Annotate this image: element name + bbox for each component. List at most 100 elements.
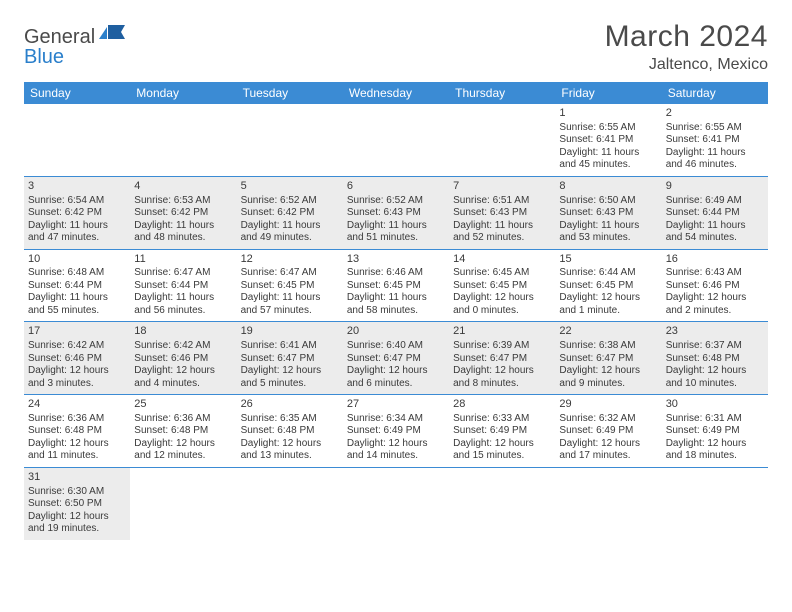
daylight-text: and 14 minutes. — [347, 450, 445, 463]
sunrise-text: Sunrise: 6:51 AM — [453, 195, 551, 208]
calendar-cell — [343, 104, 449, 176]
sunrise-text: Sunrise: 6:55 AM — [559, 122, 657, 135]
calendar-cell: 13Sunrise: 6:46 AMSunset: 6:45 PMDayligh… — [343, 249, 449, 322]
day-header: Monday — [130, 82, 236, 104]
daylight-text: Daylight: 12 hours — [453, 292, 551, 305]
calendar-cell: 12Sunrise: 6:47 AMSunset: 6:45 PMDayligh… — [237, 249, 343, 322]
sunrise-text: Sunrise: 6:47 AM — [134, 267, 232, 280]
calendar-week: 1Sunrise: 6:55 AMSunset: 6:41 PMDaylight… — [24, 104, 768, 176]
calendar-cell: 1Sunrise: 6:55 AMSunset: 6:41 PMDaylight… — [555, 104, 661, 176]
daylight-text: and 47 minutes. — [28, 232, 126, 245]
calendar-cell: 28Sunrise: 6:33 AMSunset: 6:49 PMDayligh… — [449, 395, 555, 468]
sunrise-text: Sunrise: 6:39 AM — [453, 340, 551, 353]
sunset-text: Sunset: 6:43 PM — [347, 207, 445, 220]
sunrise-text: Sunrise: 6:31 AM — [666, 413, 764, 426]
daylight-text: and 15 minutes. — [453, 450, 551, 463]
daylight-text: Daylight: 12 hours — [666, 438, 764, 451]
sunset-text: Sunset: 6:47 PM — [559, 353, 657, 366]
sunset-text: Sunset: 6:41 PM — [666, 134, 764, 147]
day-number: 7 — [453, 180, 551, 194]
daylight-text: Daylight: 12 hours — [559, 438, 657, 451]
calendar-cell: 15Sunrise: 6:44 AMSunset: 6:45 PMDayligh… — [555, 249, 661, 322]
calendar-cell: 27Sunrise: 6:34 AMSunset: 6:49 PMDayligh… — [343, 395, 449, 468]
calendar-cell — [555, 467, 661, 539]
day-number: 24 — [28, 398, 126, 412]
calendar-cell: 18Sunrise: 6:42 AMSunset: 6:46 PMDayligh… — [130, 322, 236, 395]
sunrise-text: Sunrise: 6:30 AM — [28, 486, 126, 499]
day-header: Wednesday — [343, 82, 449, 104]
day-number: 1 — [559, 107, 657, 121]
day-number: 21 — [453, 325, 551, 339]
calendar-cell — [130, 467, 236, 539]
calendar-week: 10Sunrise: 6:48 AMSunset: 6:44 PMDayligh… — [24, 249, 768, 322]
daylight-text: and 9 minutes. — [559, 378, 657, 391]
day-header: Friday — [555, 82, 661, 104]
day-number: 22 — [559, 325, 657, 339]
daylight-text: and 48 minutes. — [134, 232, 232, 245]
daylight-text: and 53 minutes. — [559, 232, 657, 245]
sunset-text: Sunset: 6:47 PM — [241, 353, 339, 366]
calendar-cell: 5Sunrise: 6:52 AMSunset: 6:42 PMDaylight… — [237, 176, 343, 249]
sunset-text: Sunset: 6:41 PM — [559, 134, 657, 147]
sunrise-text: Sunrise: 6:43 AM — [666, 267, 764, 280]
daylight-text: and 52 minutes. — [453, 232, 551, 245]
daylight-text: and 0 minutes. — [453, 305, 551, 318]
title-block: March 2024 Jaltenco, Mexico — [605, 20, 768, 74]
daylight-text: Daylight: 11 hours — [559, 220, 657, 233]
calendar-cell — [237, 467, 343, 539]
sunset-text: Sunset: 6:46 PM — [134, 353, 232, 366]
calendar-table: Sunday Monday Tuesday Wednesday Thursday… — [24, 82, 768, 540]
daylight-text: and 54 minutes. — [666, 232, 764, 245]
calendar-week: 31Sunrise: 6:30 AMSunset: 6:50 PMDayligh… — [24, 467, 768, 539]
logo-flag-icon — [99, 25, 127, 46]
daylight-text: and 55 minutes. — [28, 305, 126, 318]
daylight-text: Daylight: 12 hours — [241, 438, 339, 451]
daylight-text: and 19 minutes. — [28, 523, 126, 536]
sunrise-text: Sunrise: 6:55 AM — [666, 122, 764, 135]
sunset-text: Sunset: 6:48 PM — [666, 353, 764, 366]
day-header-row: Sunday Monday Tuesday Wednesday Thursday… — [24, 82, 768, 104]
day-number: 26 — [241, 398, 339, 412]
day-number: 5 — [241, 180, 339, 194]
sunrise-text: Sunrise: 6:46 AM — [347, 267, 445, 280]
day-number: 16 — [666, 253, 764, 267]
sunrise-text: Sunrise: 6:41 AM — [241, 340, 339, 353]
daylight-text: Daylight: 12 hours — [134, 365, 232, 378]
calendar-cell — [24, 104, 130, 176]
calendar-cell: 2Sunrise: 6:55 AMSunset: 6:41 PMDaylight… — [662, 104, 768, 176]
location-label: Jaltenco, Mexico — [605, 56, 768, 74]
sunrise-text: Sunrise: 6:50 AM — [559, 195, 657, 208]
calendar-cell: 17Sunrise: 6:42 AMSunset: 6:46 PMDayligh… — [24, 322, 130, 395]
calendar-week: 17Sunrise: 6:42 AMSunset: 6:46 PMDayligh… — [24, 322, 768, 395]
calendar-cell — [449, 104, 555, 176]
daylight-text: and 10 minutes. — [666, 378, 764, 391]
sunrise-text: Sunrise: 6:48 AM — [28, 267, 126, 280]
daylight-text: and 12 minutes. — [134, 450, 232, 463]
daylight-text: Daylight: 11 hours — [241, 220, 339, 233]
daylight-text: and 11 minutes. — [28, 450, 126, 463]
sunrise-text: Sunrise: 6:36 AM — [28, 413, 126, 426]
daylight-text: and 57 minutes. — [241, 305, 339, 318]
day-number: 3 — [28, 180, 126, 194]
sunrise-text: Sunrise: 6:33 AM — [453, 413, 551, 426]
calendar-cell — [237, 104, 343, 176]
calendar-cell — [130, 104, 236, 176]
sunset-text: Sunset: 6:46 PM — [666, 280, 764, 293]
sunrise-text: Sunrise: 6:40 AM — [347, 340, 445, 353]
sunrise-text: Sunrise: 6:47 AM — [241, 267, 339, 280]
daylight-text: Daylight: 12 hours — [28, 438, 126, 451]
day-number: 27 — [347, 398, 445, 412]
sunset-text: Sunset: 6:48 PM — [241, 425, 339, 438]
day-number: 13 — [347, 253, 445, 267]
daylight-text: Daylight: 12 hours — [347, 365, 445, 378]
sunrise-text: Sunrise: 6:42 AM — [28, 340, 126, 353]
calendar-cell: 7Sunrise: 6:51 AMSunset: 6:43 PMDaylight… — [449, 176, 555, 249]
calendar-week: 24Sunrise: 6:36 AMSunset: 6:48 PMDayligh… — [24, 395, 768, 468]
sunset-text: Sunset: 6:46 PM — [28, 353, 126, 366]
sunrise-text: Sunrise: 6:42 AM — [134, 340, 232, 353]
day-number: 6 — [347, 180, 445, 194]
sunset-text: Sunset: 6:45 PM — [453, 280, 551, 293]
calendar-cell: 9Sunrise: 6:49 AMSunset: 6:44 PMDaylight… — [662, 176, 768, 249]
sunset-text: Sunset: 6:44 PM — [134, 280, 232, 293]
daylight-text: Daylight: 11 hours — [28, 292, 126, 305]
